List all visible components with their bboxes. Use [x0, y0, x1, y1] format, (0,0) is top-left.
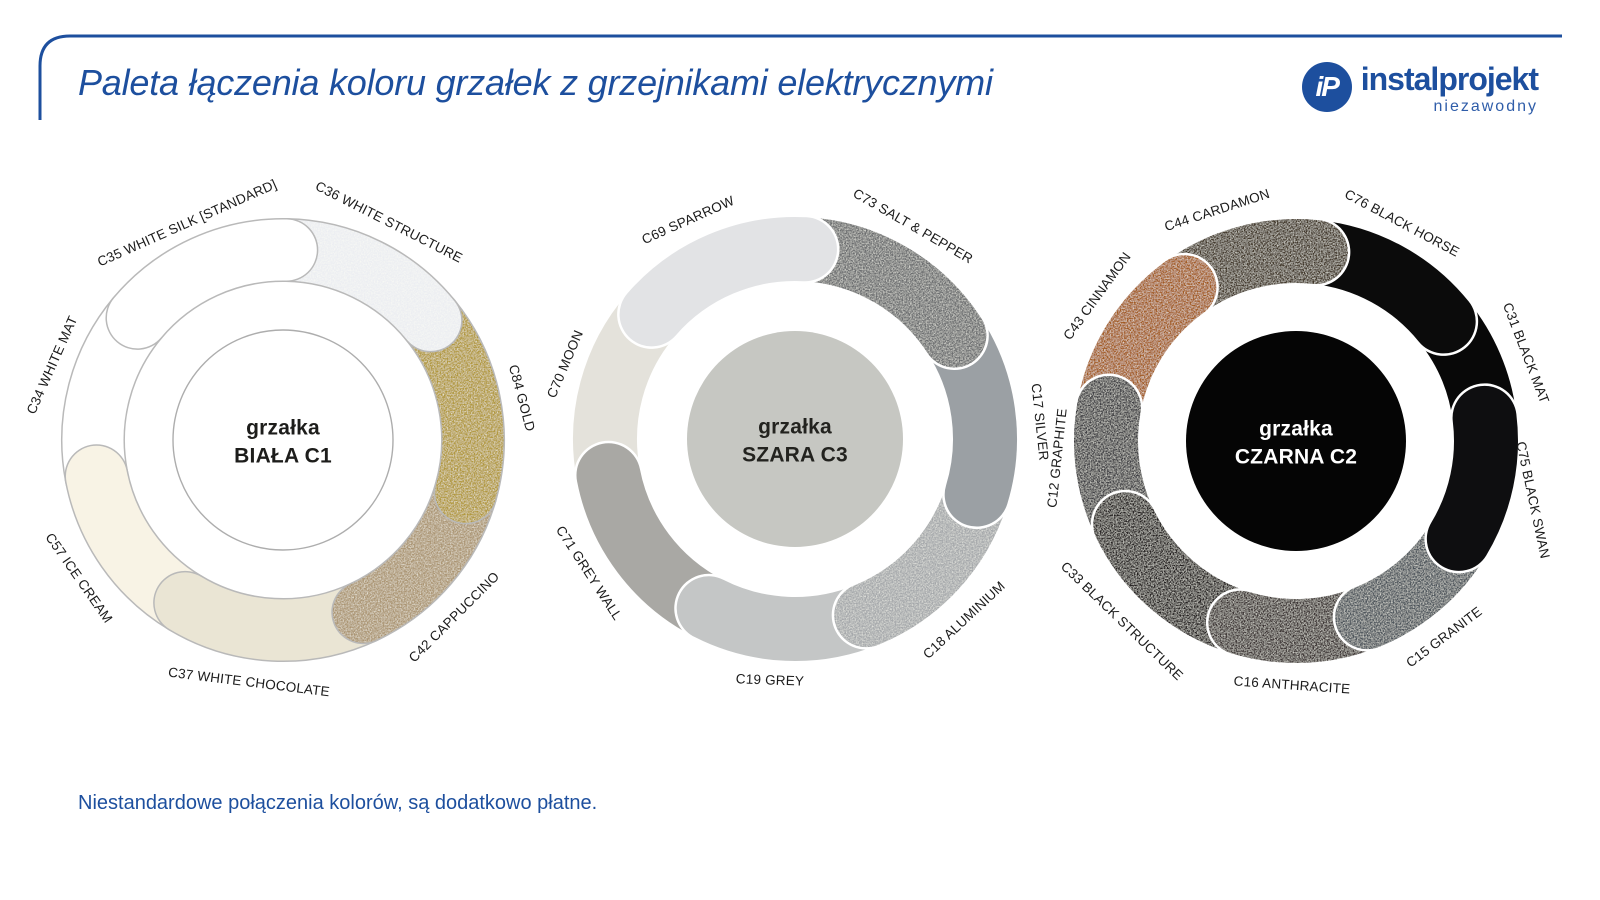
segment-fill [106, 219, 317, 349]
ring-svg-czarna-c2 [1071, 216, 1521, 666]
logo-brand-name: instalprojekt [1360, 61, 1539, 97]
ring-center-disc-czarna-c2 [1186, 331, 1406, 551]
ring-biala-c1: C35 WHITE SILK [STANDARD] C36 WHITE STRUC… [0, 140, 583, 740]
ring-center-label-line: CZARNA C2 [1234, 445, 1358, 468]
logo-tagline: niezawodny [1433, 98, 1538, 116]
ring-center-label-czarna-c2: grzałka CZARNA C2 [1235, 415, 1357, 470]
segment-c69-sparrow [617, 214, 840, 349]
brand-logo: iP instalprojekt niezawodny [1301, 61, 1539, 116]
segment-fill [619, 217, 837, 347]
ring-czarna-c2: C44 CARDAMON C76 BLACK HORSE C31 BLACK MAT… [996, 141, 1596, 741]
ring-szara-c3: C69 SPARROW C73 SALT & PEPPER C17 SILVER C1… [495, 139, 1095, 739]
segment-c35-white-silk-standard [105, 218, 319, 350]
ring-center-label-biala-c1: grzałka BIAŁA C1 [234, 414, 332, 469]
ring-center-label-line: BIAŁA C1 [234, 444, 332, 467]
logo-text: instalprojekt niezawodny [1360, 61, 1539, 116]
ring-center-disc-szara-c3 [687, 331, 903, 547]
ring-center-disc-biala-c1 [172, 329, 394, 551]
logo-monogram: iP [1315, 71, 1341, 102]
footnote: Niestandardowe połączenia kolorów, są do… [78, 792, 598, 814]
ring-svg-biala-c1 [61, 218, 505, 662]
page-title: Paleta łączenia koloru grzałek z grzejni… [78, 62, 993, 103]
segment-fill [1426, 385, 1518, 571]
segment-c75-black-swan [1424, 383, 1521, 574]
ring-svg-szara-c3 [570, 214, 1020, 664]
ring-center-label-line: SZARA C3 [742, 443, 848, 466]
ring-center-label-line: grzałka [758, 415, 832, 439]
segment-label-c19-grey: C19 GREY [735, 670, 805, 689]
ring-center-label-szara-c3: grzałka SZARA C3 [742, 413, 848, 468]
logo-mark-icon: iP [1301, 62, 1352, 112]
ring-center-label-line: grzałka [1259, 417, 1333, 441]
ring-center-label-line: grzałka [246, 416, 320, 440]
